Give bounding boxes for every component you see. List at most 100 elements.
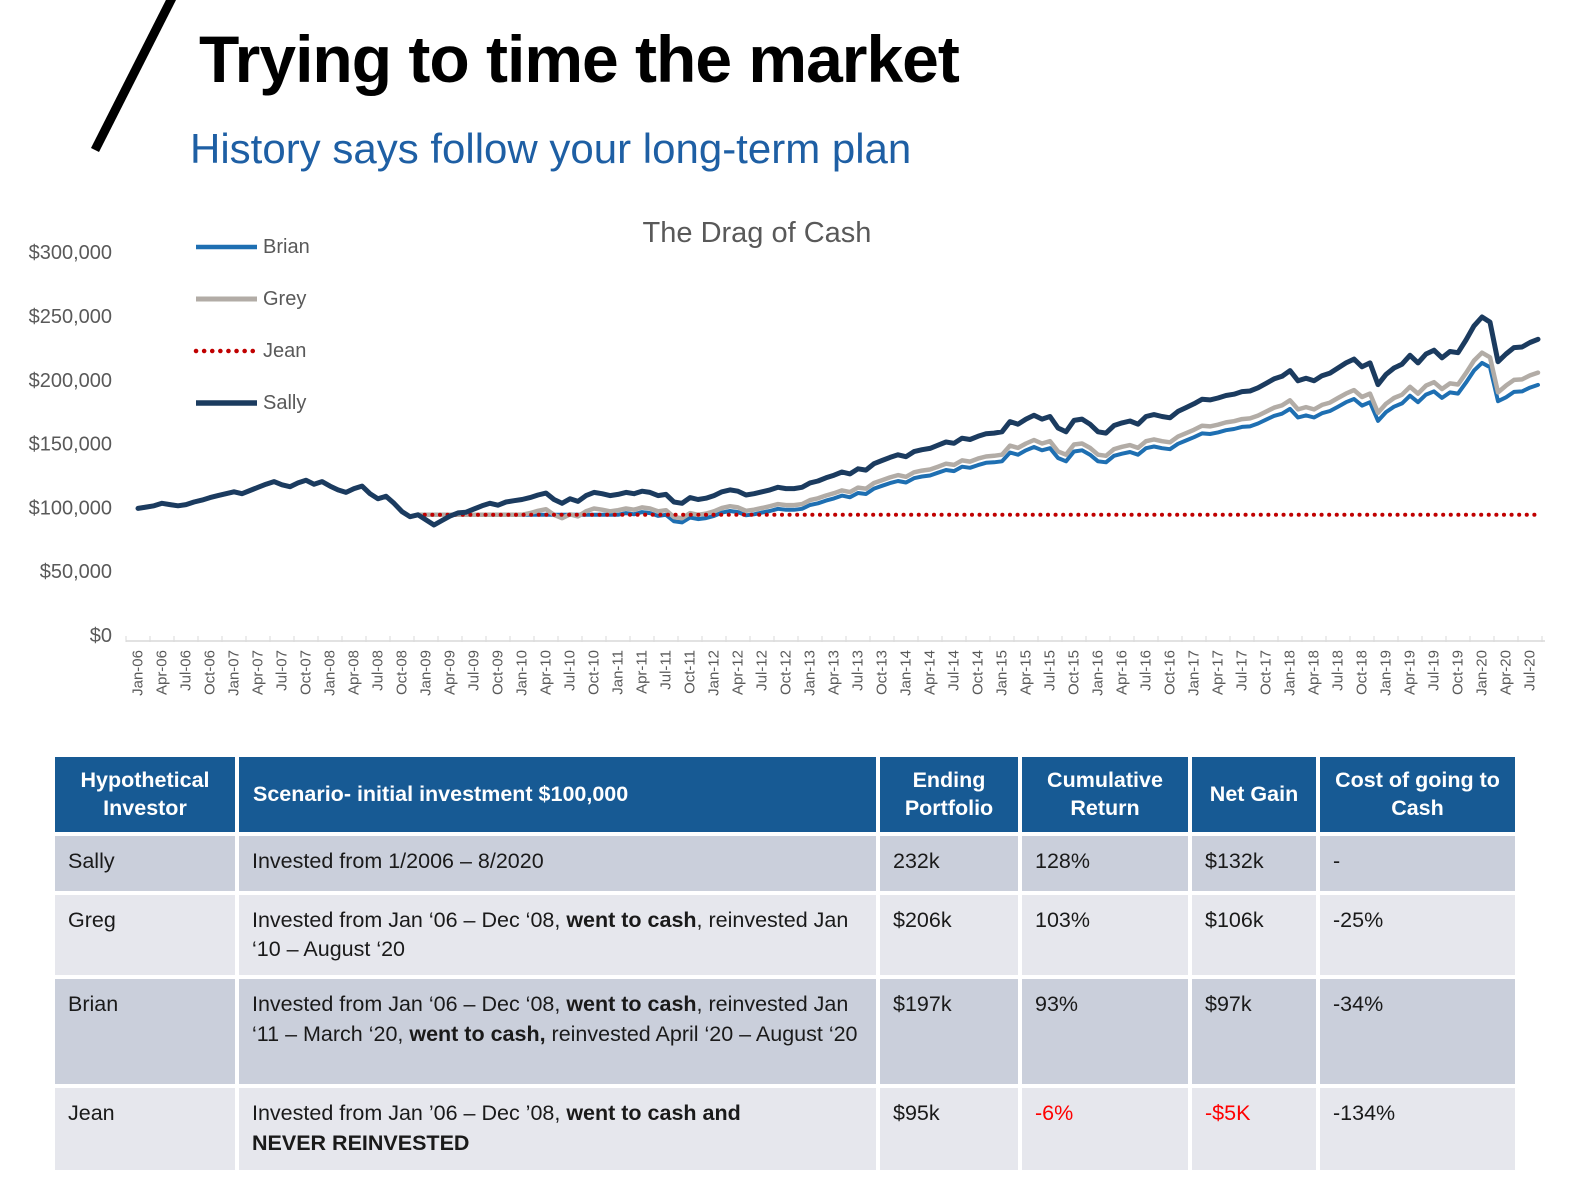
- slash-icon: [90, 0, 177, 153]
- x-axis-label: Apr-08: [346, 650, 363, 695]
- scenario-bold-text: went to cash: [566, 992, 697, 1017]
- x-axis-label: Jan-16: [1090, 650, 1107, 696]
- scenario-cell: Invested from 1/2006 – 8/2020: [239, 836, 876, 891]
- x-axis-label: Oct-18: [1354, 650, 1371, 695]
- cost-cell: -25%: [1320, 895, 1515, 976]
- x-axis-label: Jan-14: [898, 650, 915, 696]
- chart-title: The Drag of Cash: [643, 217, 872, 249]
- x-axis-label: Apr-13: [826, 650, 843, 695]
- net-gain-cell: -$5K: [1192, 1088, 1316, 1171]
- x-axis-label: Jan-20: [1474, 650, 1491, 696]
- x-axis-label: Jul-18: [1330, 650, 1347, 691]
- cumulative-return-cell: 128%: [1022, 836, 1188, 891]
- x-axis-label: Jul-19: [1426, 650, 1443, 691]
- cumulative-return-cell: 103%: [1022, 895, 1188, 976]
- header-ending-portfolio: Ending Portfolio: [880, 757, 1018, 832]
- x-axis-label: Apr-18: [1306, 650, 1323, 695]
- ending-portfolio-cell: $197k: [880, 979, 1018, 1085]
- ending-portfolio-cell: $206k: [880, 895, 1018, 976]
- x-axis-label: Oct-19: [1450, 650, 1467, 695]
- x-axis-label: Jan-17: [1186, 650, 1203, 696]
- header-hypothetical-investor: Hypothetical Investor: [55, 757, 235, 832]
- table-row-brian: Brian Invested from Jan ‘06 – Dec ‘08, w…: [55, 979, 1515, 1085]
- slash-decoration: [0, 0, 220, 170]
- x-axis-label: Oct-14: [970, 650, 987, 695]
- scenario-cell: Invested from Jan ‘06 – Dec ‘08, went to…: [239, 895, 876, 976]
- cumulative-return-cell: 93%: [1022, 979, 1188, 1085]
- investor-cell: Sally: [55, 836, 235, 891]
- header-net-gain: Net Gain: [1192, 757, 1316, 832]
- scenario-text: , reinvested Jan ‘11 – March ‘20,: [252, 992, 849, 1046]
- y-axis-label: $0: [90, 625, 112, 647]
- x-axis-label: Oct-08: [394, 650, 411, 695]
- x-axis-label: Jan-18: [1282, 650, 1299, 696]
- investor-cell: Jean: [55, 1088, 235, 1171]
- table-row-sally: Sally Invested from 1/2006 – 8/2020 232k…: [55, 836, 1515, 891]
- x-axis-label: Oct-10: [586, 650, 603, 695]
- scenario-text: Invested from Jan ‘06 – Dec ‘08,: [252, 908, 567, 932]
- x-axis-label: Jan-11: [610, 650, 627, 695]
- ending-portfolio-cell: 232k: [880, 836, 1018, 891]
- scenario-bold-text: went to cash and: [566, 1101, 741, 1126]
- legend-label-jean: Jean: [263, 340, 306, 362]
- legend-label-brian: Brian: [263, 236, 310, 258]
- x-axis-label: Jul-16: [1138, 650, 1155, 691]
- x-axis-label: Jul-12: [754, 650, 771, 691]
- x-axis-label: Jul-20: [1522, 650, 1539, 691]
- cost-cell: -: [1320, 836, 1515, 891]
- header-cumulative-return: Cumulative Return: [1022, 757, 1188, 832]
- x-axis-label: Apr-14: [922, 650, 939, 695]
- line-chart: The Drag of Cash $300,000 $250,000 $200,000…: [0, 200, 1596, 745]
- series-line-jean: [136, 478, 1540, 519]
- x-axis-label: Oct-15: [1066, 650, 1083, 695]
- header-cost-of-going-to-cash: Cost of going to Cash: [1320, 757, 1515, 832]
- x-axis-label: Jul-13: [850, 650, 867, 691]
- table-row-jean: Jean Invested from Jan ’06 – Dec ’08, we…: [55, 1088, 1515, 1171]
- x-axis-label: Jan-12: [706, 650, 723, 696]
- ending-portfolio-cell: $95k: [880, 1088, 1018, 1171]
- x-axis-label: Oct-12: [778, 650, 795, 695]
- table-header-row: Hypothetical Investor Scenario- initial …: [55, 757, 1515, 832]
- scenario-cell: Invested from Jan ‘06 – Dec ‘08, went to…: [239, 979, 876, 1085]
- series-line-sally: [135, 314, 1541, 528]
- investor-cell: Brian: [55, 979, 235, 1085]
- x-axis-label: Jul-17: [1234, 650, 1251, 691]
- x-axis-label: Oct-09: [490, 650, 507, 695]
- x-axis-label: Apr-11: [634, 650, 651, 694]
- y-axis-label: $50,000: [40, 561, 112, 583]
- x-axis-label: Jan-13: [802, 650, 819, 696]
- x-axis-label: Apr-12: [730, 650, 747, 695]
- scenario-text: Invested from 1/2006 – 8/2020: [252, 849, 544, 873]
- x-axis-label: Oct-13: [874, 650, 891, 695]
- page-title: Trying to time the market: [199, 22, 960, 96]
- x-axis-label: Apr-19: [1402, 650, 1419, 695]
- x-axis-label: Apr-10: [538, 650, 555, 695]
- legend-label-sally: Sally: [263, 392, 306, 414]
- scenario-bold-text: NEVER REINVESTED: [252, 1130, 470, 1155]
- x-axis-label: Apr-06: [154, 650, 171, 695]
- x-axis-label: Apr-09: [442, 650, 459, 695]
- x-axis-label: Jan-19: [1378, 650, 1395, 696]
- header-scenario: Scenario- initial investment $100,000: [239, 757, 876, 832]
- x-axis-label: Jan-07: [226, 650, 243, 696]
- net-gain-cell: $97k: [1192, 979, 1316, 1085]
- x-axis-label: Jul-11: [658, 650, 675, 690]
- x-axis-label: Jan-06: [130, 650, 147, 696]
- x-axis-label: Apr-17: [1210, 650, 1227, 695]
- x-axis-label: Apr-15: [1018, 650, 1035, 695]
- x-axis-label: Oct-17: [1258, 650, 1275, 695]
- chart-canvas: The Drag of Cash $300,000 $250,000 $200,000…: [29, 217, 1545, 696]
- y-axis-label: $150,000: [29, 434, 112, 456]
- x-axis-label: Jul-08: [370, 650, 387, 691]
- x-axis-label: Oct-07: [298, 650, 315, 695]
- investor-table: Hypothetical Investor Scenario- initial …: [51, 753, 1519, 1174]
- x-axis-label: Jan-08: [322, 650, 339, 696]
- scenario-text: , reinvested Jan ‘10 – August ‘20: [252, 908, 849, 962]
- x-axis-label: Jan-10: [514, 650, 531, 696]
- x-axis-label: Apr-16: [1114, 650, 1131, 695]
- x-axis-label: Apr-07: [250, 650, 267, 695]
- scenario-text: reinvested April ‘20 – August ‘20: [545, 1021, 858, 1046]
- net-gain-cell: $106k: [1192, 895, 1316, 976]
- y-axis-label: $250,000: [29, 306, 112, 328]
- x-axis-label: Oct-06: [202, 650, 219, 695]
